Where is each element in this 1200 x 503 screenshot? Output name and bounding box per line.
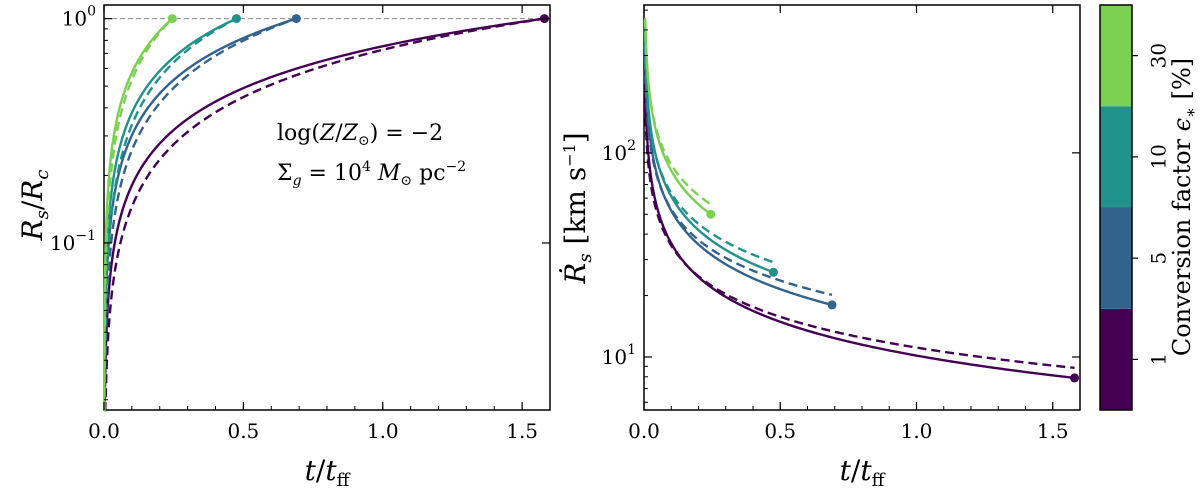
colorbar-segment-30 <box>1100 5 1132 107</box>
left-series-30-dashed-line <box>102 17 174 412</box>
left-series-1-solid-line <box>103 17 545 412</box>
right-series-5-dashed-line <box>643 18 833 297</box>
left-series-5-solid-line <box>103 17 297 412</box>
left-y-tick-label: 100 <box>62 4 96 31</box>
colorbar-segment-5 <box>1100 207 1132 309</box>
left-series-group <box>102 14 549 412</box>
right-x-tick-label: 0.0 <box>628 419 660 443</box>
right-x-tick-label: 1.0 <box>901 419 933 443</box>
left-series-10-solid-line <box>102 17 237 412</box>
right-series-5-solid-line <box>643 18 833 307</box>
left-x-tick-label: 1.0 <box>367 419 399 443</box>
right-panel: 0.0 0.5 1.0 1.5 102 101 t/tff Ṙs [km s−1] <box>559 4 1081 491</box>
right-series-30-dashed-line <box>643 18 712 206</box>
right-series-1-endpoint <box>1070 373 1080 383</box>
left-series-10-dashed-line <box>103 17 237 412</box>
right-series-1-dashed-line <box>642 18 1075 370</box>
left-series-10-endpoint <box>231 14 241 24</box>
left-x-axis-label: t/tff <box>305 454 351 491</box>
right-series-10-endpoint <box>768 267 778 277</box>
colorbar-segment-1 <box>1100 308 1132 410</box>
right-x-tick-label: 1.5 <box>1037 419 1069 443</box>
colorbar-tick-label: 10 <box>1147 144 1171 169</box>
right-plot-frame <box>643 4 1081 411</box>
annotation-surface-density: Σg = 104 M⊙ pc−2 <box>277 159 466 189</box>
left-x-tick-label: 1.5 <box>506 419 538 443</box>
right-series-group <box>642 18 1080 383</box>
colorbar-tick-label: 1 <box>1147 353 1171 366</box>
left-ticks-group: 0.0 0.5 1.0 1.5 100 10−1 <box>50 4 550 443</box>
left-x-tick-label: 0.0 <box>88 419 120 443</box>
left-series-30-endpoint <box>167 14 177 24</box>
colorbar-segment-10 <box>1100 106 1132 208</box>
right-series-1-solid-line <box>643 18 1075 380</box>
annotation-metallicity: log(Z/Z⊙) = −2 <box>277 121 443 149</box>
colorbar-tick-label: 30 <box>1147 43 1171 68</box>
right-series-10-solid-line <box>643 18 774 274</box>
colorbar: 1 5 10 30 Conversion factor ϵ∗ [%] <box>1099 4 1200 411</box>
left-panel: 0.0 0.5 1.0 1.5 100 10−1 log(Z/Z⊙) = −2 Σg = … <box>16 4 551 491</box>
right-x-tick-label: 0.5 <box>764 419 796 443</box>
colorbar-ticks-group: 1 5 10 30 <box>1132 43 1171 366</box>
left-x-tick-label: 0.5 <box>227 419 259 443</box>
right-series-30-solid-line <box>643 18 712 216</box>
right-ticks-group: 0.0 0.5 1.0 1.5 102 101 <box>602 5 1080 443</box>
left-y-tick-label: 10−1 <box>50 228 96 255</box>
right-series-5-endpoint <box>827 300 837 310</box>
left-y-axis-label: Rs/Rc <box>16 170 53 242</box>
colorbar-tick-label: 5 <box>1147 252 1171 265</box>
colorbar-label: Conversion factor ϵ∗ [%] <box>1168 58 1200 356</box>
colorbar-segments <box>1100 5 1132 410</box>
left-series-5-endpoint <box>291 14 301 24</box>
right-y-tick-label: 101 <box>602 342 636 369</box>
right-y-axis-label: Ṙs [km s−1] <box>559 132 596 285</box>
left-series-1-dashed-line <box>104 17 545 412</box>
right-y-tick-label: 102 <box>602 138 636 165</box>
colorbar-frame <box>1099 4 1133 411</box>
right-series-30-endpoint <box>706 209 716 219</box>
left-series-30-solid-line <box>102 17 174 412</box>
left-series-5-dashed-line <box>103 17 297 412</box>
right-x-axis-label: t/tff <box>840 454 886 491</box>
